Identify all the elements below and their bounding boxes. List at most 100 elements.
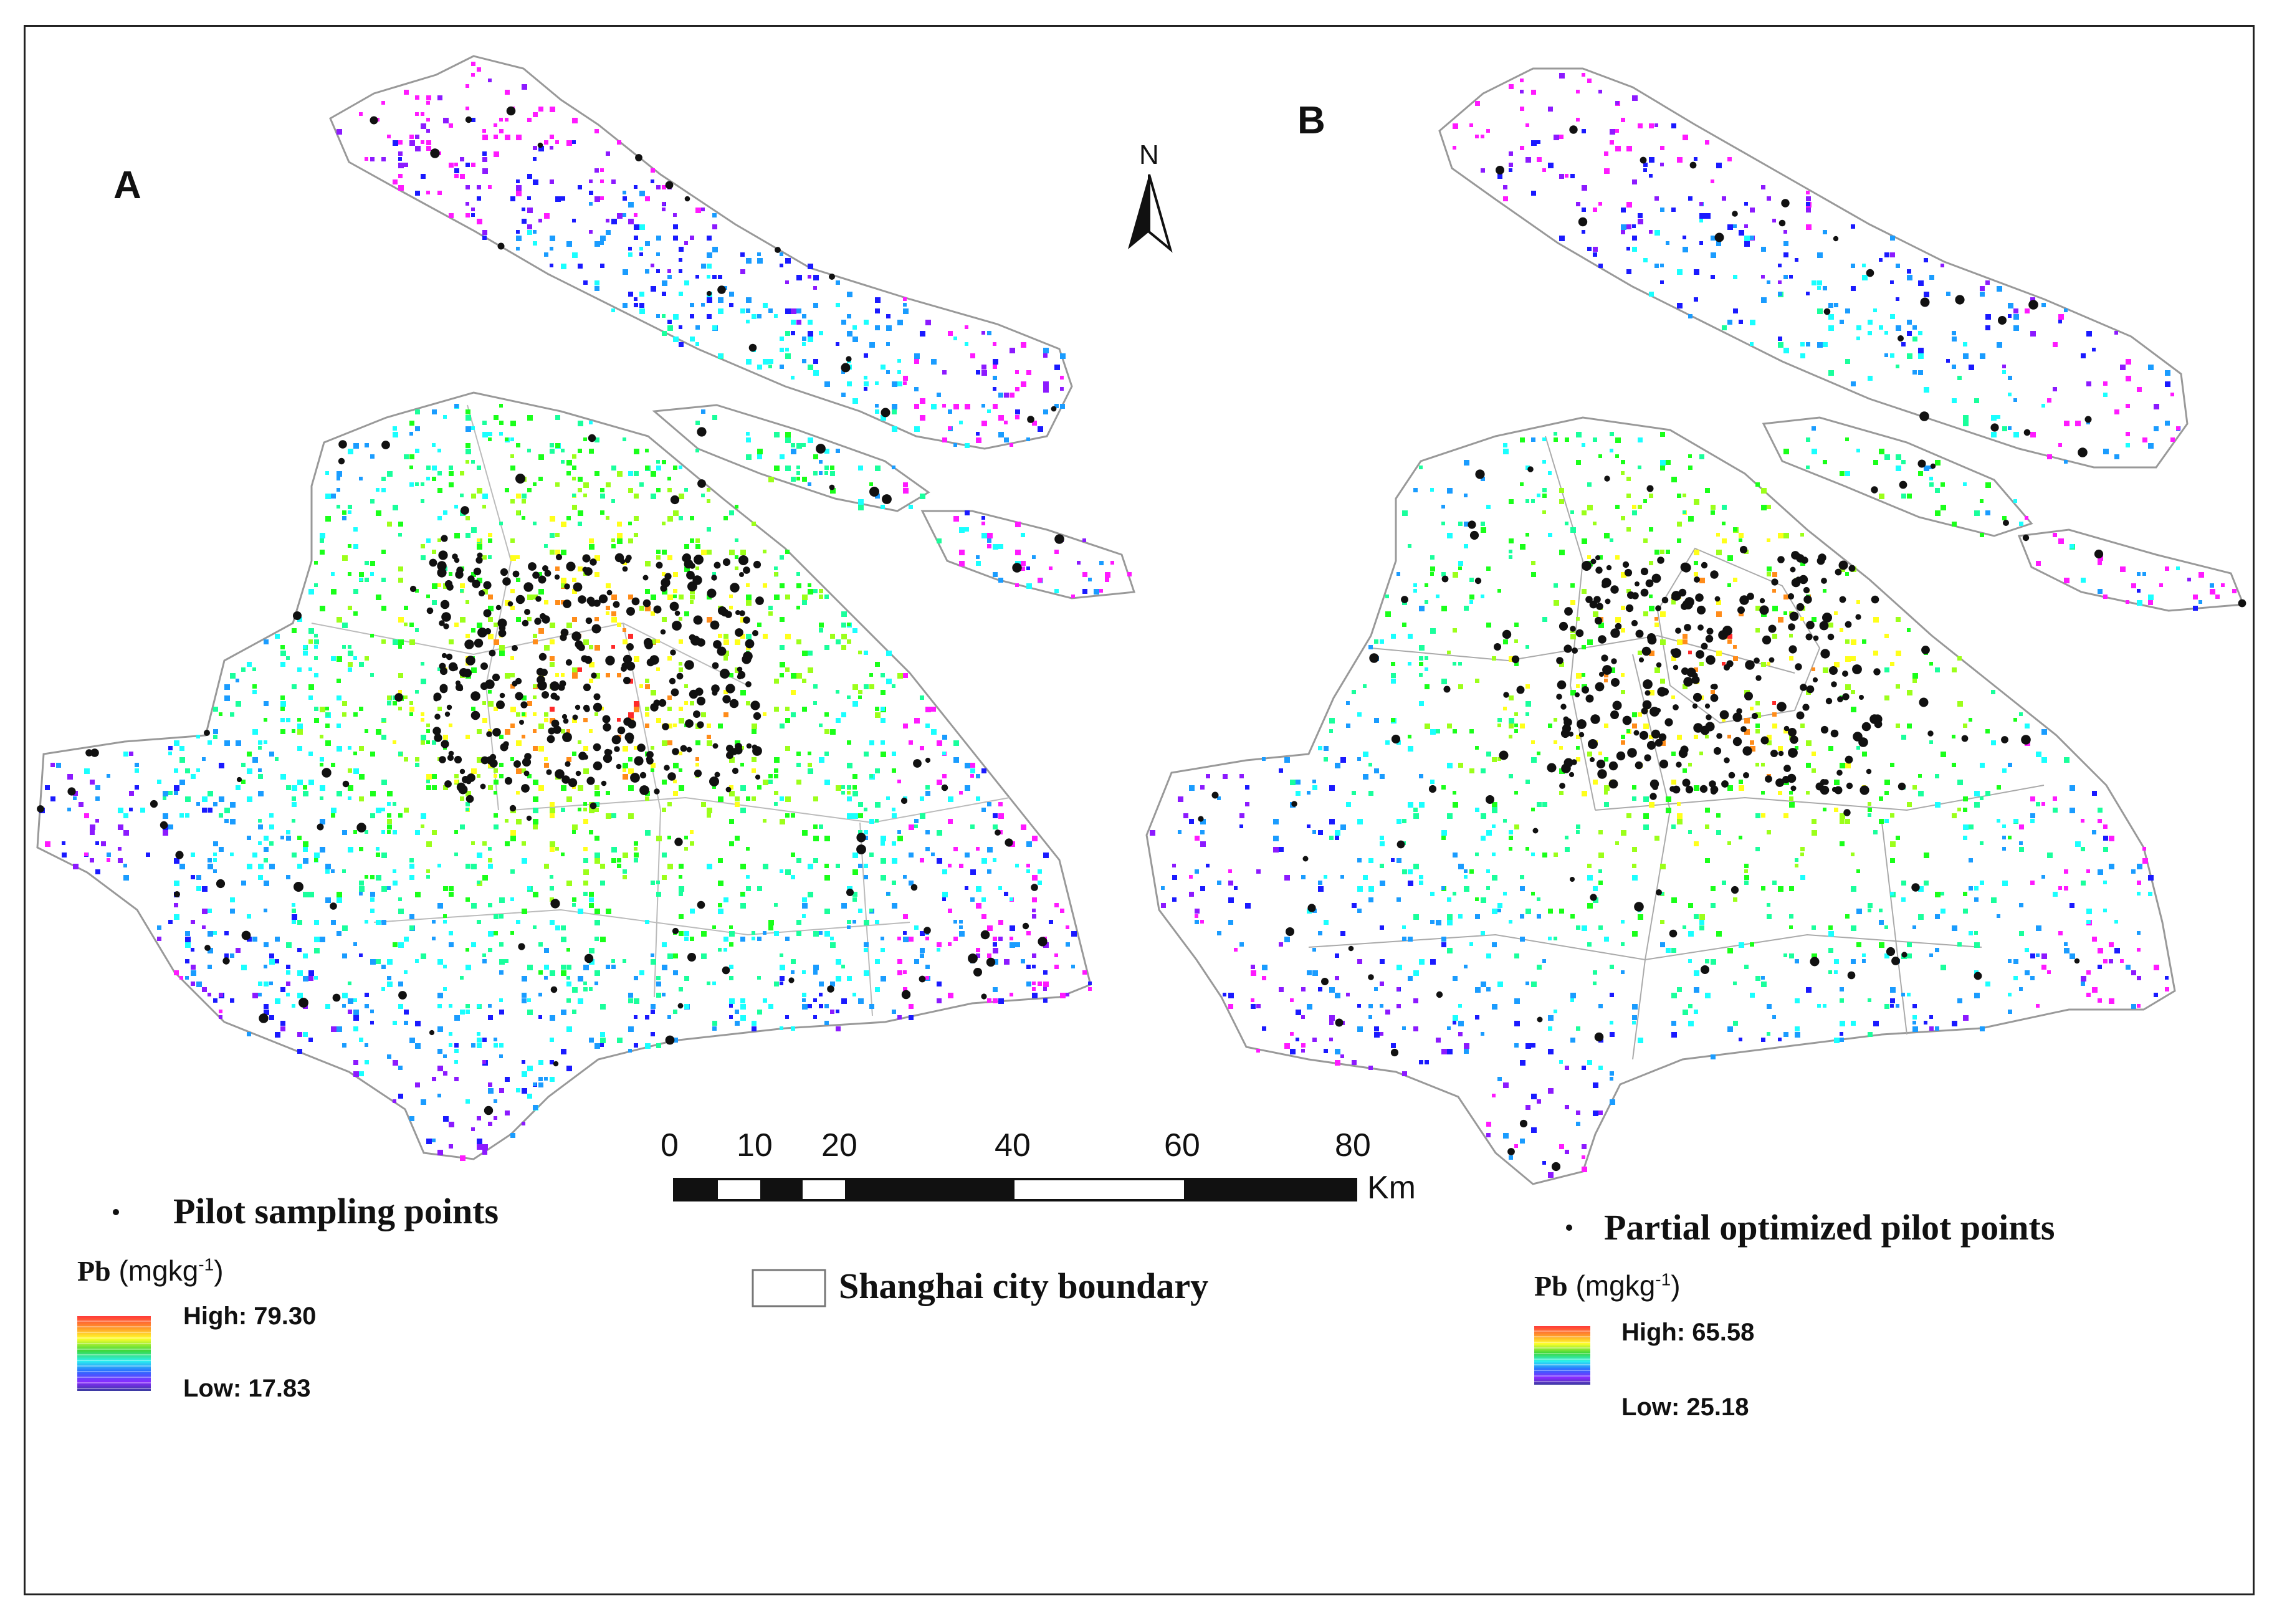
panel-a-cell <box>471 667 477 673</box>
panel-a-cell <box>606 230 611 235</box>
panel-a-cell <box>1010 937 1013 940</box>
panel-a-cell <box>903 673 908 678</box>
panel-a-cell <box>583 768 589 774</box>
panel-a-cell <box>230 897 235 902</box>
panel-a-cell <box>561 785 566 791</box>
panel-a-cell <box>723 634 728 639</box>
panel-a-cell <box>505 135 510 140</box>
panel-a-cell <box>903 308 909 314</box>
panel-a-cell <box>695 421 700 425</box>
panel-a-cell <box>258 864 264 869</box>
panel-a-cell <box>280 836 284 839</box>
panel-a-cell <box>292 1004 295 1008</box>
panel-a-cell <box>337 129 342 135</box>
panel-a-cell <box>942 869 947 874</box>
panel-a-cell <box>236 948 241 953</box>
panel-a-cell <box>404 1010 409 1015</box>
panel-a-cell <box>1054 589 1059 593</box>
panel-a-cell <box>813 471 818 475</box>
panel-a-cell <box>505 488 509 492</box>
panel-a-cell <box>494 123 497 127</box>
panel-a-cell <box>381 886 387 892</box>
panel-a-cell <box>679 768 682 772</box>
panel-a-cell <box>465 808 469 811</box>
panel-a-cell <box>516 179 520 183</box>
panel-a-cell <box>830 1010 834 1014</box>
panel-a-cell <box>780 348 784 352</box>
panel-a-cell <box>796 780 801 785</box>
panel-a-cell <box>606 516 609 520</box>
panel-a-cell <box>465 84 469 88</box>
panel-a-cell <box>488 555 492 559</box>
panel-a-cell <box>813 370 819 376</box>
panel-a-cell <box>780 1026 783 1030</box>
panel-a-cell <box>718 308 723 314</box>
panel-a-cell <box>230 673 236 679</box>
panel-a-cell <box>308 976 313 981</box>
panel-a-cell <box>179 976 183 980</box>
panel-a-cell <box>796 471 800 475</box>
panel-a-chongming-island <box>329 55 1073 450</box>
panel-a-cell <box>987 533 993 538</box>
panel-a-cell <box>527 965 533 970</box>
panel-a-cell <box>572 987 578 993</box>
panel-a-cell <box>280 701 286 707</box>
panel-a-cell <box>690 701 694 705</box>
panel-a-cell <box>780 454 785 459</box>
panel-a-cell <box>488 538 492 543</box>
panel-a-cell <box>735 505 738 509</box>
panel-a-cell <box>370 1021 374 1025</box>
panel-a-cell <box>673 724 677 727</box>
panel-a-cell <box>959 561 965 566</box>
panel-a-cell <box>998 415 1004 421</box>
panel-a-cell <box>432 740 436 745</box>
panel-a-cell <box>847 639 851 644</box>
panel-a-cell <box>252 853 257 857</box>
panel-a-cell <box>583 718 588 722</box>
panel-a-cell <box>325 869 330 874</box>
panel-a-cell <box>163 796 166 800</box>
panel-a-cell <box>1004 892 1008 896</box>
panel-a-cell <box>482 959 487 963</box>
panel-a-cell <box>370 1010 374 1013</box>
panel-a-cell <box>488 1082 492 1087</box>
panel-a-cell <box>387 819 392 824</box>
panel-a-cell <box>673 1010 677 1014</box>
panel-a-cell <box>118 808 123 813</box>
panel-a-cell <box>550 808 555 813</box>
panel-a-cell <box>662 965 667 970</box>
panel-a-cell <box>264 881 269 886</box>
panel-a-cell <box>594 572 599 577</box>
panel-a-cell <box>920 813 925 819</box>
panel-a-cell <box>398 163 404 168</box>
panel-a-cell <box>796 763 801 767</box>
panel-a-cell <box>387 982 393 987</box>
panel-a-cell <box>365 729 368 733</box>
panel-a-cell <box>852 398 858 404</box>
panel-a-cell <box>987 998 991 1003</box>
panel-a-cell <box>510 466 515 470</box>
panel-a-cell <box>594 791 600 796</box>
panel-a-cell <box>342 869 346 873</box>
panel-a-cell <box>370 561 375 566</box>
panel-a-cell <box>398 639 404 645</box>
panel-a-cell <box>634 494 639 499</box>
panel-a-cell <box>679 292 683 296</box>
panel-a-cell <box>353 1026 358 1031</box>
panel-a-cell <box>864 808 867 811</box>
panel-a-cell <box>544 864 549 869</box>
panel-a-cell <box>320 763 323 767</box>
panel-a-cell <box>454 163 458 166</box>
panel-a-cell <box>970 353 975 358</box>
panel-a-cell <box>869 1004 874 1009</box>
panel-a-cell <box>550 970 555 976</box>
panel-a-cell <box>869 853 874 857</box>
panel-a-cell <box>864 875 868 879</box>
panel-a-cell <box>718 858 723 863</box>
panel-a-cell <box>611 544 616 548</box>
panel-a-cell <box>118 858 123 863</box>
panel-a-cell <box>538 746 544 752</box>
panel-a-cell <box>426 538 431 543</box>
panel-a-cell <box>342 1043 346 1048</box>
panel-a-cell <box>544 718 548 722</box>
